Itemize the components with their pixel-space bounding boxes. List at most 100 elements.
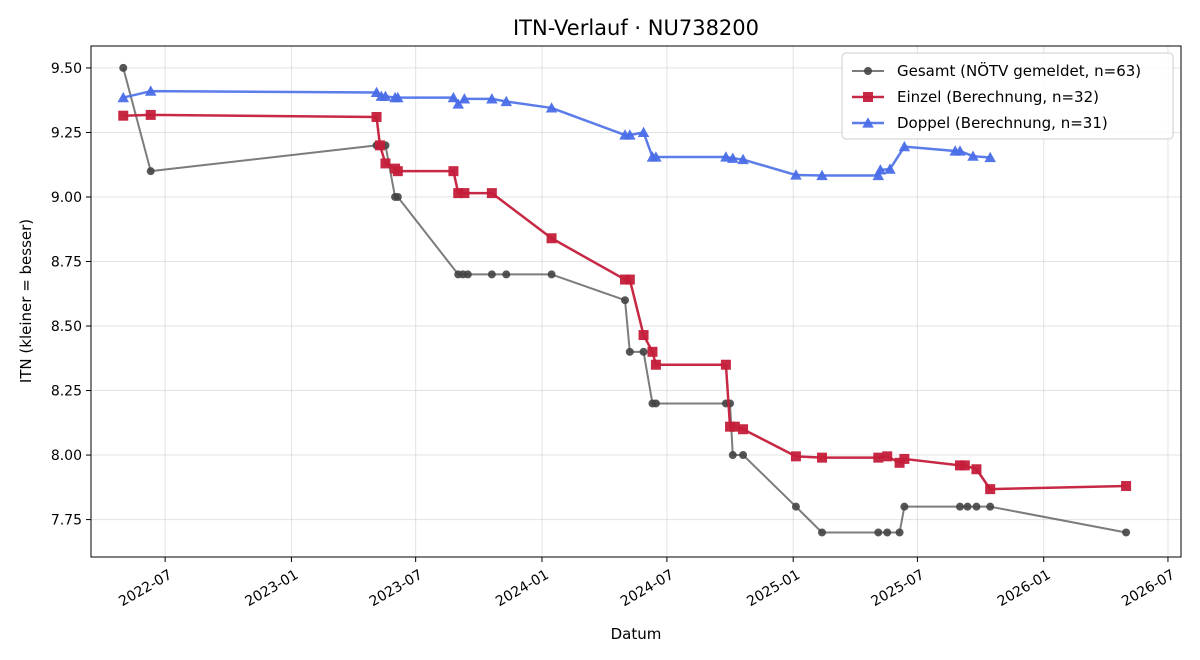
data-point bbox=[873, 452, 884, 463]
plot-frame bbox=[90, 45, 1182, 558]
legend: Gesamt (NÖTV gemeldet, n=63) Einzel (Bere… bbox=[841, 52, 1174, 140]
data-point bbox=[393, 192, 402, 201]
x-tick-label: 2025-07 bbox=[869, 567, 928, 610]
legend-item: Gesamt (NÖTV gemeldet, n=63) bbox=[852, 61, 1141, 80]
data-point bbox=[487, 270, 496, 279]
legend-marker-shape bbox=[864, 67, 872, 75]
data-point bbox=[874, 164, 887, 175]
data-point bbox=[971, 464, 982, 475]
y-tick-label: 9.25 bbox=[51, 125, 82, 141]
data-point bbox=[637, 126, 650, 138]
x-tick-label: 2023-01 bbox=[243, 567, 302, 610]
data-point bbox=[392, 91, 404, 103]
data-point bbox=[737, 153, 749, 165]
data-point bbox=[647, 346, 658, 357]
data-point bbox=[728, 451, 737, 460]
legend-marker-shape bbox=[863, 92, 873, 102]
data-point bbox=[459, 188, 470, 199]
data-point bbox=[900, 502, 909, 511]
data-point bbox=[1121, 481, 1132, 492]
data-point bbox=[118, 110, 129, 121]
data-point bbox=[458, 93, 471, 104]
data-point bbox=[895, 528, 904, 537]
data-point bbox=[790, 451, 801, 462]
data-point bbox=[624, 274, 635, 285]
data-point bbox=[963, 502, 972, 511]
data-point bbox=[145, 109, 156, 120]
data-point bbox=[380, 158, 391, 169]
series-markers bbox=[118, 109, 1132, 495]
x-tick-label: 2024-01 bbox=[493, 567, 552, 610]
data-point bbox=[955, 502, 964, 511]
x-tick-label: 2025-01 bbox=[744, 567, 803, 610]
data-point bbox=[967, 150, 979, 161]
data-point bbox=[371, 111, 382, 122]
data-point bbox=[816, 169, 828, 181]
series-markers bbox=[117, 85, 996, 181]
legend-label: Doppel (Berechnung, n=31) bbox=[897, 114, 1108, 132]
x-tick-label: 2024-07 bbox=[618, 567, 677, 610]
y-tick-label: 8.75 bbox=[51, 254, 82, 270]
data-point bbox=[739, 451, 748, 460]
data-point bbox=[884, 163, 896, 174]
data-point bbox=[639, 347, 648, 356]
series-layer bbox=[117, 63, 1132, 537]
data-point bbox=[791, 502, 800, 511]
legend-item: Einzel (Berechnung, n=32) bbox=[852, 88, 1099, 106]
x-tick-label: 2026-01 bbox=[995, 567, 1054, 610]
data-point bbox=[729, 421, 740, 432]
series-2 bbox=[118, 109, 1132, 495]
data-point bbox=[720, 151, 732, 162]
data-point bbox=[486, 93, 498, 104]
data-point bbox=[817, 452, 828, 463]
data-point bbox=[899, 453, 910, 464]
data-point bbox=[984, 151, 996, 163]
y-tick-label: 9.00 bbox=[51, 190, 82, 206]
data-point bbox=[392, 166, 403, 177]
data-point bbox=[959, 460, 970, 471]
legend-marker bbox=[863, 92, 873, 102]
data-point bbox=[546, 233, 557, 244]
data-point bbox=[117, 91, 130, 103]
y-tick-label: 8.50 bbox=[51, 319, 82, 335]
data-point bbox=[621, 296, 630, 305]
data-point bbox=[638, 330, 649, 341]
data-point bbox=[720, 359, 731, 370]
legend-marker bbox=[864, 67, 872, 75]
data-point bbox=[650, 151, 662, 162]
y-tick-label: 9.50 bbox=[51, 61, 82, 77]
y-axis: 7.75 8.00 8.25 8.50 8.75 9.00 9.25 9.50 bbox=[51, 61, 91, 529]
data-point bbox=[374, 140, 385, 151]
grid-lines bbox=[91, 46, 1181, 557]
data-point bbox=[624, 129, 636, 140]
data-point bbox=[453, 188, 464, 199]
data-point bbox=[545, 102, 558, 113]
data-point bbox=[790, 169, 802, 180]
data-point bbox=[985, 484, 996, 495]
y-tick-label: 7.75 bbox=[51, 513, 82, 529]
data-point bbox=[650, 359, 661, 370]
chart-title: ITN-Verlauf · NU738200 bbox=[513, 16, 759, 40]
data-point bbox=[452, 98, 464, 109]
data-point bbox=[872, 169, 885, 181]
data-point bbox=[463, 270, 472, 279]
data-point bbox=[447, 91, 460, 103]
data-point bbox=[874, 528, 883, 537]
data-point bbox=[119, 63, 128, 72]
x-tick-label: 2022-07 bbox=[116, 567, 175, 610]
data-point bbox=[625, 347, 634, 356]
x-tick-label: 2023-07 bbox=[367, 567, 426, 610]
data-point bbox=[738, 424, 749, 435]
data-point bbox=[883, 528, 892, 537]
series-3 bbox=[117, 85, 996, 181]
data-point bbox=[986, 502, 995, 511]
data-point bbox=[651, 399, 660, 408]
legend-marker bbox=[862, 117, 874, 128]
legend-item: Doppel (Berechnung, n=31) bbox=[852, 114, 1108, 132]
data-point bbox=[1122, 528, 1131, 537]
data-point bbox=[448, 166, 459, 177]
legend-box bbox=[841, 52, 1174, 140]
data-point bbox=[972, 502, 981, 511]
data-point bbox=[379, 90, 392, 101]
